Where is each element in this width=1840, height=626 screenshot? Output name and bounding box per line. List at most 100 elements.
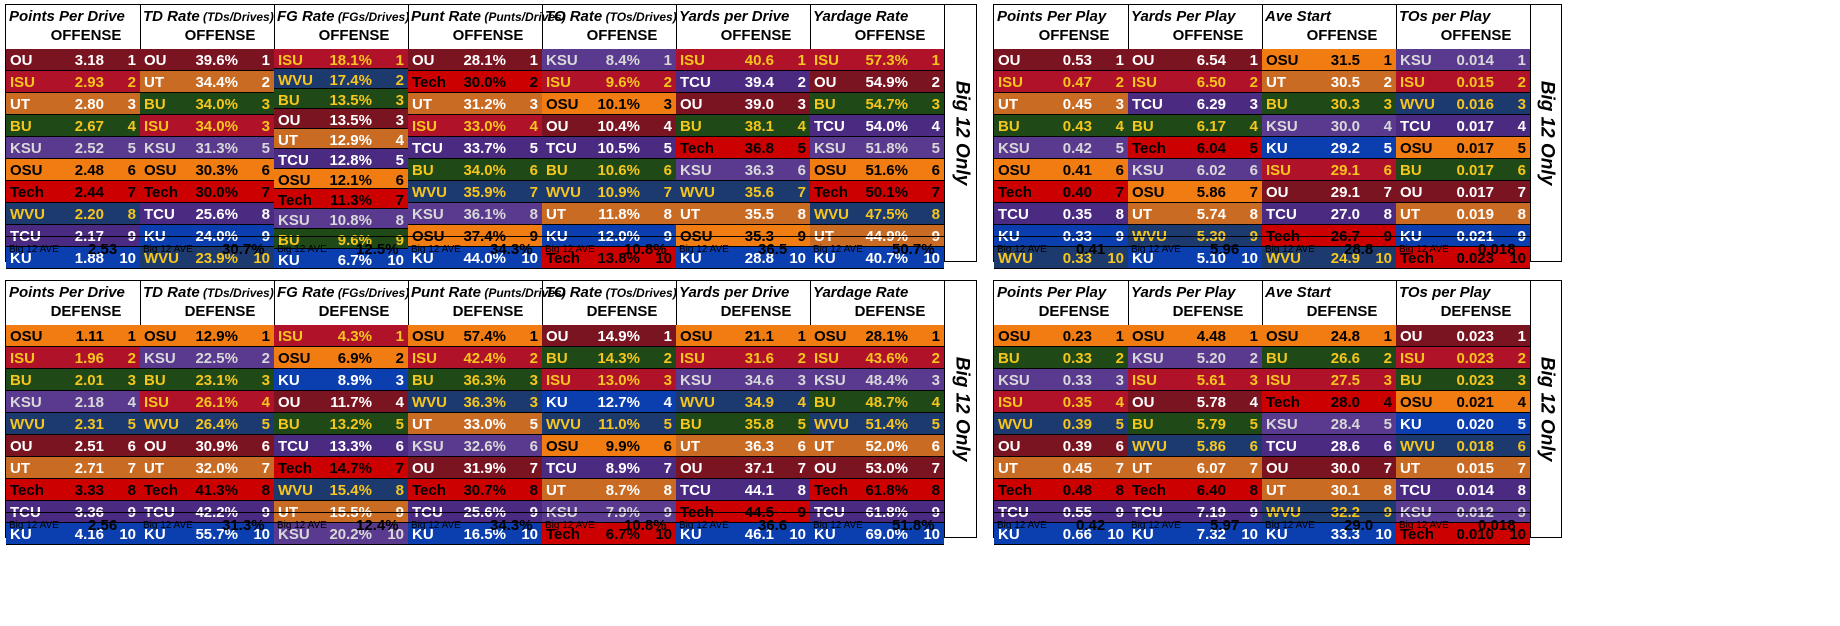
rank-number: 6 — [1115, 162, 1124, 179]
stat-value: 6.9% — [337, 350, 372, 367]
stat-value: 54.7% — [865, 96, 908, 113]
rank-number: 3 — [395, 92, 404, 109]
stat-value: 2.93 — [74, 74, 104, 91]
stat-value: 36.1% — [463, 206, 506, 223]
average-label: Big 12 AVE — [545, 520, 595, 531]
rank-number: 3 — [127, 372, 136, 389]
stat-value: 0.41 — [1062, 162, 1092, 179]
big12-average: Big 12 AVE 36.5 — [676, 236, 810, 261]
team-name: UT — [546, 206, 566, 223]
team-row: WVU 2.31 5 — [6, 413, 140, 435]
team-name: OU — [10, 52, 33, 69]
rank-number: 8 — [1517, 482, 1526, 499]
team-row: OSU 0.017 5 — [1396, 137, 1530, 159]
rank-number: 5 — [1383, 140, 1392, 157]
team-name: KU — [998, 526, 1020, 543]
team-row: OSU 2.48 6 — [6, 159, 140, 181]
team-name: OSU — [1132, 328, 1165, 345]
team-rows: OU 14.9% 1 BU 14.3% 2 ISU 13.0% 3 KU 12.7% 4 WVU 11.0… — [542, 325, 676, 545]
team-name: TCU — [1266, 438, 1297, 455]
team-name: KSU — [998, 140, 1030, 157]
average-value: 10.8% — [624, 241, 667, 258]
rank-number: 5 — [1115, 416, 1124, 433]
stat-value: 0.40 — [1062, 184, 1092, 201]
rank-number: 1 — [1517, 328, 1526, 345]
rank-number: 4 — [127, 394, 136, 411]
stat-value: 35.9% — [463, 184, 506, 201]
team-name: OSU — [10, 162, 43, 179]
team-row: OU 0.39 6 — [994, 435, 1128, 457]
team-row: UT 8.7% 8 — [542, 479, 676, 501]
rank-number: 3 — [1249, 96, 1258, 113]
team-name: OSU — [546, 96, 579, 113]
column-title-main: Points Per Play — [997, 8, 1107, 25]
team-name: ISU — [1400, 74, 1426, 91]
stat-value: 34.4% — [195, 74, 238, 91]
average-label: Big 12 AVE — [813, 244, 863, 255]
team-name: UT — [680, 438, 700, 455]
average-value: 34.3% — [490, 517, 533, 534]
stat-value: 36.3% — [463, 372, 506, 389]
column-title-main: Ave Start — [1265, 284, 1331, 301]
team-row: OU 54.9% 2 — [810, 71, 944, 93]
rank-number: 5 — [1249, 416, 1258, 433]
stat-value: 17.4% — [329, 72, 372, 89]
stat-value: 31.5 — [1330, 52, 1360, 69]
team-row: OU 13.5% 3 — [274, 109, 408, 129]
rank-number: 1 — [1249, 328, 1258, 345]
rank-number: 10 — [253, 526, 270, 543]
column-title: FG Rate (FGs/Drives) — [277, 284, 409, 302]
team-row: KSU 0.33 3 — [994, 369, 1128, 391]
team-row: BU 34.0% 3 — [140, 93, 274, 115]
rank-number: 7 — [395, 460, 404, 477]
team-row: KSU 20.2% 10 — [274, 523, 408, 545]
team-row: TCU 8.9% 7 — [542, 457, 676, 479]
team-row: KSU 10.8% 8 — [274, 209, 408, 229]
team-row: KU 5.10 10 — [1128, 247, 1262, 269]
team-row: Tech 61.8% 8 — [810, 479, 944, 501]
stat-value: 15.4% — [329, 482, 372, 499]
stat-column: TO Rate (TOs/Drives) OFFENSE KSU 8.4% 1 ISU 9.… — [542, 5, 677, 269]
team-rows: OSU 12.9% 1 KSU 22.5% 2 BU 23.1% 3 ISU 26.1% 4 WVU 26… — [140, 325, 274, 545]
rank-number: 4 — [797, 394, 806, 411]
team-name: OSU — [278, 350, 311, 367]
team-name: KSU — [278, 526, 310, 543]
stat-column: Points Per Drive DEFENSE OSU 1.11 1 ISU 1.96 2 B… — [6, 281, 141, 545]
team-name: TCU — [1400, 482, 1431, 499]
stat-value: 12.9% — [329, 132, 372, 149]
team-name: KSU — [814, 140, 846, 157]
stat-value: 3.18 — [74, 52, 104, 69]
stat-value: 8.7% — [605, 482, 640, 499]
stat-value: 31.6 — [744, 350, 774, 367]
stat-value: 0.017 — [1456, 184, 1494, 201]
stat-column: TOs per Play OFFENSE KSU 0.014 1 ISU 0.015 2 WVU… — [1396, 5, 1531, 269]
rank-number: 3 — [529, 394, 538, 411]
team-name: TCU — [144, 206, 175, 223]
team-name: BU — [10, 118, 32, 135]
stat-value: 32.0% — [195, 460, 238, 477]
rank-number: 5 — [797, 140, 806, 157]
rank-number: 6 — [797, 162, 806, 179]
stat-value: 0.42 — [1062, 140, 1092, 157]
team-row: KU 40.7% 10 — [810, 247, 944, 269]
team-name: OU — [814, 74, 837, 91]
team-name: UT — [546, 482, 566, 499]
team-row: ISU 0.47 2 — [994, 71, 1128, 93]
average-value: 0.018 — [1478, 241, 1516, 258]
stat-column: Punt Rate (Punts/Drives) OFFENSE OU 28.1% 1 T… — [408, 5, 566, 269]
team-name: ISU — [10, 350, 36, 367]
team-name: ISU — [1400, 350, 1426, 367]
team-row: ISU 31.6 2 — [676, 347, 810, 369]
stat-value: 10.6% — [597, 162, 640, 179]
stat-value: 39.6% — [195, 52, 238, 69]
team-name: BU — [412, 372, 434, 389]
team-row: WVU 51.4% 5 — [810, 413, 944, 435]
team-name: KSU — [10, 140, 42, 157]
team-row: OU 31.9% 7 — [408, 457, 542, 479]
stat-value: 13.0% — [597, 372, 640, 389]
average-label: Big 12 AVE — [1265, 244, 1315, 255]
rank-number: 7 — [1383, 184, 1392, 201]
rank-number: 4 — [1383, 394, 1392, 411]
team-name: BU — [814, 394, 836, 411]
team-row: UT 31.2% 3 — [408, 93, 542, 115]
